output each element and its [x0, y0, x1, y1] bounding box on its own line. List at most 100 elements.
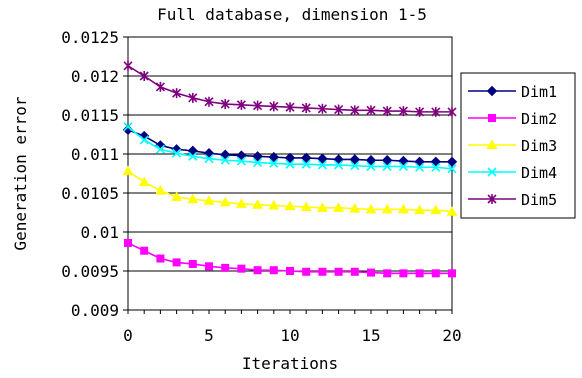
legend-item-dim4: Dim4 [468, 164, 557, 182]
data-point [236, 156, 246, 166]
data-point [302, 267, 311, 276]
data-point [317, 103, 327, 114]
series-dim5 [123, 60, 457, 117]
series-dim3 [122, 165, 458, 216]
data-point [382, 161, 392, 172]
data-point [431, 269, 440, 278]
legend-item-dim3: Dim3 [468, 137, 557, 155]
data-point [253, 266, 262, 275]
data-point [269, 158, 279, 168]
legend-item-dim1: Dim1 [468, 83, 557, 101]
data-point [431, 162, 441, 172]
data-point [447, 164, 457, 174]
data-point [334, 104, 344, 115]
data-point [268, 199, 280, 210]
data-point [172, 88, 182, 99]
x-axis: 0 5 10 15 20 [123, 310, 462, 345]
legend-item-dim2: Dim2 [468, 110, 557, 128]
legend-label: Dim2 [521, 110, 557, 128]
data-point [366, 105, 376, 116]
data-point [317, 202, 328, 212]
data-point [220, 99, 230, 110]
data-point [334, 267, 343, 276]
series-dim1 [122, 124, 458, 168]
legend-marker [487, 167, 497, 177]
data-point [350, 105, 360, 116]
data-point [220, 155, 230, 165]
legend-marker [488, 114, 496, 122]
data-point [365, 155, 377, 166]
data-point [381, 155, 393, 166]
legend-marker [486, 139, 498, 149]
horizontal-gridlines [128, 75, 452, 272]
data-point [415, 162, 425, 172]
data-point [447, 106, 457, 117]
data-point [155, 144, 165, 154]
legend-item-dim5: Dim5 [468, 191, 557, 209]
data-point [350, 267, 359, 276]
data-point [172, 148, 182, 158]
data-point [139, 135, 149, 145]
data-point [300, 201, 312, 212]
data-point [398, 161, 408, 172]
data-point [350, 161, 360, 171]
y-tick-label: 0.0105 [61, 184, 119, 203]
data-point [381, 203, 393, 214]
data-point [139, 71, 149, 81]
data-point [318, 267, 327, 276]
data-point [430, 204, 442, 215]
data-point [155, 185, 166, 195]
data-point [188, 259, 197, 268]
data-point [188, 92, 198, 103]
plot-area: 0.009 0.0095 0.01 0.0105 0.011 0.0115 0.012 0.0… [61, 28, 461, 345]
data-point [448, 269, 456, 278]
data-point [431, 106, 441, 117]
series-dim4 [123, 122, 457, 174]
series-dim2 [124, 238, 456, 278]
plot-frame [127, 36, 453, 311]
data-point [253, 100, 263, 111]
data-point [203, 195, 215, 205]
y-tick-label: 0.01 [80, 223, 119, 242]
y-axis-title: Generation error [11, 96, 30, 250]
data-point [366, 161, 376, 172]
data-point [415, 106, 425, 117]
data-point [252, 151, 263, 162]
data-point [284, 152, 296, 164]
data-point [156, 254, 165, 263]
data-point [399, 269, 408, 278]
x-tick-label: 15 [361, 326, 380, 345]
data-point [383, 269, 392, 278]
data-point [317, 160, 327, 170]
y-tick-label: 0.0125 [61, 28, 119, 47]
data-point [285, 102, 295, 113]
data-point [382, 106, 392, 117]
data-point [123, 122, 133, 132]
data-point [171, 191, 182, 201]
data-point [268, 151, 280, 163]
legend-label: Dim4 [521, 164, 557, 182]
data-point [204, 154, 214, 164]
data-point [253, 158, 263, 168]
x-tick-label: 0 [123, 326, 133, 345]
legend-marker [486, 85, 498, 97]
data-point [365, 203, 377, 214]
data-point [349, 154, 361, 165]
x-tick-label: 10 [280, 326, 299, 345]
legend-label: Dim5 [521, 191, 557, 209]
data-point [124, 238, 132, 247]
data-point [446, 206, 458, 216]
data-point [205, 262, 213, 271]
data-point [414, 204, 425, 215]
data-point [187, 193, 199, 204]
y-axis: 0.009 0.0095 0.01 0.0105 0.011 0.0115 0.012 0.0… [61, 28, 128, 320]
y-tick-label: 0.009 [71, 301, 119, 320]
data-point [236, 198, 247, 208]
legend-marker [487, 194, 497, 204]
data-point [236, 99, 246, 110]
data-point [301, 159, 311, 169]
data-point [367, 268, 375, 277]
data-point [204, 96, 214, 107]
data-point [269, 266, 278, 275]
data-point [317, 153, 328, 164]
